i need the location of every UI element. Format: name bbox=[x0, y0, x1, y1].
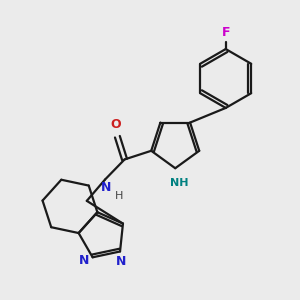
Text: N: N bbox=[101, 181, 112, 194]
Text: N: N bbox=[116, 255, 127, 268]
Text: H: H bbox=[115, 191, 123, 201]
Text: O: O bbox=[111, 118, 121, 131]
Text: N: N bbox=[79, 254, 89, 267]
Text: NH: NH bbox=[170, 178, 189, 188]
Text: F: F bbox=[221, 26, 230, 39]
